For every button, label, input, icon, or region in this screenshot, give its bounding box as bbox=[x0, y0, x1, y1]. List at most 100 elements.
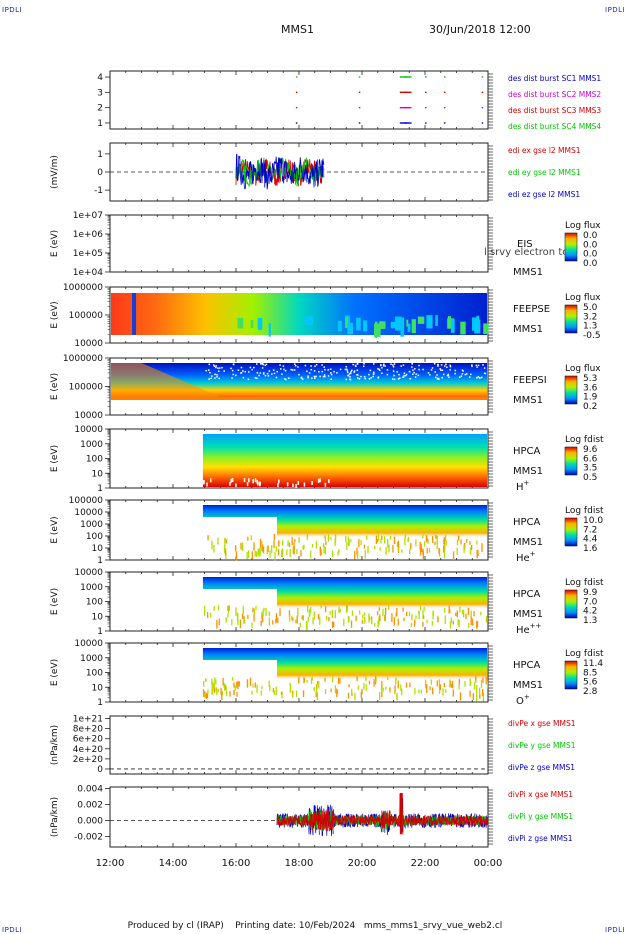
hpca-speck bbox=[421, 548, 423, 552]
y-axis-label: E (eV) bbox=[50, 659, 60, 686]
hpca-speck bbox=[258, 548, 260, 557]
feepsi-gap bbox=[259, 363, 262, 365]
hpca-speck bbox=[206, 693, 209, 698]
feepsi-gap bbox=[372, 375, 374, 378]
y-tick-label: 4 bbox=[97, 73, 103, 83]
hpca-speck bbox=[235, 684, 238, 689]
hpca-speck bbox=[363, 544, 366, 549]
feepsi-gap bbox=[217, 367, 219, 369]
hpca-speck bbox=[217, 537, 219, 545]
hpca-gap bbox=[278, 479, 280, 484]
feepsi-gap bbox=[272, 369, 275, 371]
feepsi-gap bbox=[208, 378, 210, 380]
hpca-speck bbox=[345, 605, 348, 613]
hpca-speck bbox=[204, 605, 206, 613]
feepsi-gap bbox=[240, 366, 243, 369]
instrument-label: FEEPSI bbox=[513, 375, 547, 386]
hpca-speck bbox=[425, 535, 428, 543]
hpca-gap bbox=[297, 480, 300, 485]
hpca-speck bbox=[323, 545, 325, 554]
species-label: He++ bbox=[516, 622, 542, 636]
hpca-speck bbox=[387, 538, 389, 548]
hpca-speck bbox=[414, 688, 416, 695]
feepse-patch bbox=[345, 317, 348, 329]
hpca-speck bbox=[360, 540, 362, 546]
feepse-patch bbox=[347, 322, 354, 335]
divpi-panel: -0.002 0.000 0.002 0.004 (nPa/km) divPi x gse… bbox=[50, 785, 573, 848]
hpca-speck bbox=[414, 619, 416, 627]
feepsi-gap bbox=[357, 374, 359, 376]
hpca-speck bbox=[411, 613, 413, 621]
feepsi-gap bbox=[418, 368, 420, 371]
feepsi-gap bbox=[293, 369, 296, 371]
feepsi-gap bbox=[327, 369, 329, 371]
hpca-speck bbox=[429, 686, 431, 691]
hpca-speck bbox=[368, 615, 370, 623]
feepsi-gap bbox=[405, 373, 408, 376]
feepsi-gap bbox=[344, 368, 347, 371]
hpca-speck bbox=[351, 610, 354, 617]
feepsi-gap bbox=[362, 365, 365, 368]
hpca-speck bbox=[382, 608, 384, 617]
legend-entry: divPe y gse MMS1 bbox=[508, 741, 576, 750]
burst-mark bbox=[399, 106, 407, 109]
feepsi-gap bbox=[244, 370, 246, 373]
hpca-speck bbox=[261, 615, 264, 623]
hpca-speck bbox=[330, 688, 332, 693]
hpca-speck bbox=[315, 688, 318, 694]
hpca-speck bbox=[400, 684, 402, 691]
hpca-gap bbox=[324, 482, 327, 487]
y-tick-label: 1 bbox=[97, 556, 103, 566]
feepsi-gap bbox=[232, 363, 235, 366]
feepsi-gap bbox=[427, 372, 430, 374]
hpca-speck bbox=[436, 680, 438, 687]
hpca-speck bbox=[227, 613, 229, 618]
feepsi-gap bbox=[477, 364, 480, 367]
hpca-speck bbox=[298, 536, 300, 543]
hpca-speck bbox=[427, 538, 429, 544]
burst-mark bbox=[443, 91, 446, 94]
feepsi-gap bbox=[412, 369, 414, 371]
feepsi-gap bbox=[481, 376, 483, 379]
hpca-speck bbox=[470, 545, 473, 551]
hpca-speck bbox=[310, 678, 313, 685]
hpca-low-gap bbox=[202, 660, 277, 680]
hpca-speck bbox=[324, 677, 326, 682]
hpca-speck bbox=[225, 539, 227, 544]
hpca-speck bbox=[480, 611, 482, 616]
legend-entry: divPe z gse MMS1 bbox=[508, 763, 575, 772]
feepsi-gap bbox=[392, 370, 395, 372]
feepse-patch bbox=[379, 321, 386, 329]
hpca-speck bbox=[374, 622, 376, 627]
hpca-speck bbox=[456, 539, 459, 546]
hpca-gap bbox=[311, 480, 313, 485]
feepsi-gap bbox=[354, 364, 357, 367]
y-tick-label: 1e+05 bbox=[73, 249, 103, 259]
hpca-speck bbox=[449, 679, 451, 688]
feepse-patch bbox=[374, 323, 381, 337]
hpca-speck bbox=[360, 691, 362, 699]
feepsi-gap bbox=[349, 378, 352, 381]
hpca-speck bbox=[395, 612, 397, 618]
hpca-speck bbox=[324, 605, 327, 613]
hpca-speck bbox=[449, 621, 452, 629]
hpca-gap bbox=[231, 478, 234, 483]
y-tick-label: 1000000 bbox=[63, 354, 103, 364]
hpca-speck bbox=[478, 687, 481, 694]
feepsi-gap bbox=[477, 376, 480, 378]
hpca-gap bbox=[229, 481, 231, 486]
hpca-speck bbox=[291, 537, 293, 546]
hpca-speck bbox=[272, 620, 274, 625]
hpca-speck bbox=[273, 690, 276, 695]
hpca-speck bbox=[415, 615, 417, 620]
feepsi-gap bbox=[283, 368, 285, 371]
feepsi-gap bbox=[434, 371, 436, 373]
burst-mark bbox=[425, 76, 427, 78]
hpca-speck bbox=[459, 692, 462, 701]
colorbar-value: 7.2 bbox=[583, 525, 597, 535]
feepsi-gap bbox=[268, 370, 271, 372]
feepsi-gap bbox=[262, 363, 265, 366]
hpca-speck bbox=[397, 618, 399, 626]
feepsi-gap bbox=[482, 364, 484, 366]
